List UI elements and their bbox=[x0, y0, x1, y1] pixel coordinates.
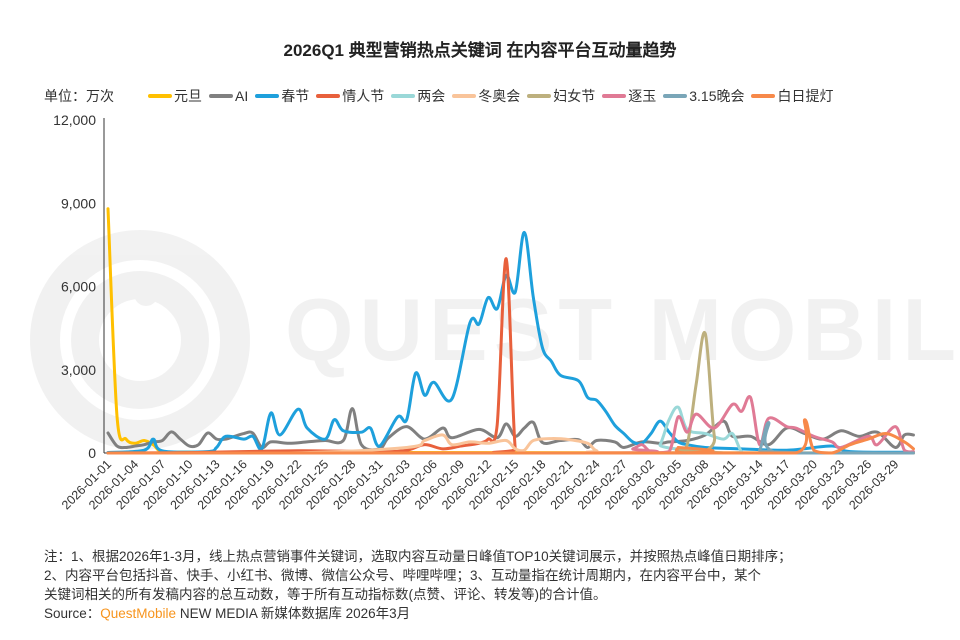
source-prefix: Source： bbox=[44, 606, 101, 621]
y-tick-label: 3,000 bbox=[61, 362, 96, 378]
series-line-冬奥会 bbox=[106, 433, 915, 455]
legend-swatch bbox=[452, 94, 477, 98]
footnotes: 注：1、根据2026年1-3月，线上热点营销事件关键词，选取内容互动量日峰值TO… bbox=[44, 547, 944, 623]
y-tick-label: 9,000 bbox=[61, 195, 96, 211]
legend-item: 冬奥会 bbox=[452, 86, 520, 106]
legend-item: 3.15晚会 bbox=[663, 86, 744, 106]
source-line: Source：QuestMobile NEW MEDIA 新媒体数据库 2026… bbox=[44, 604, 944, 623]
legend-label: AI bbox=[235, 88, 249, 104]
legend-item: 白日提灯 bbox=[751, 86, 833, 106]
series-line-春节 bbox=[106, 230, 915, 454]
legend: 元旦 AI 春节 情人节 两会 冬奥会 妇女节 逐玉 3.15晚会 白日提灯 bbox=[148, 86, 840, 106]
legend-item: 情人节 bbox=[316, 86, 384, 106]
source-rest: NEW MEDIA 新媒体数据库 2026年3月 bbox=[176, 606, 411, 621]
y-tick-label: 6,000 bbox=[61, 279, 96, 295]
y-tick-label: 12,000 bbox=[53, 112, 96, 128]
legend-swatch bbox=[255, 94, 280, 98]
legend-label: 妇女节 bbox=[553, 88, 596, 104]
line-chart: QUEST MOBILE03,0006,0009,00012,0002026-0… bbox=[30, 112, 960, 512]
legend-item: 元旦 bbox=[148, 86, 202, 106]
legend-label: 3.15晚会 bbox=[689, 88, 745, 104]
note-line-2: 2、内容平台包括抖音、快手、小红书、微博、微信公众号、哔哩哔哩；3、互动量指在统… bbox=[44, 568, 762, 583]
note-line-1: 注：1、根据2026年1-3月，线上热点营销事件关键词，选取内容互动量日峰值TO… bbox=[44, 549, 792, 564]
legend-item: 逐玉 bbox=[602, 86, 656, 106]
legend-swatch bbox=[316, 94, 341, 98]
legend-swatch bbox=[148, 94, 172, 98]
legend-item: 妇女节 bbox=[527, 86, 595, 106]
unit-label: 单位：万次 bbox=[44, 88, 114, 104]
legend-label: 两会 bbox=[417, 88, 446, 104]
legend-swatch bbox=[751, 94, 776, 98]
legend-label: 白日提灯 bbox=[777, 88, 834, 104]
series-line-逐玉 bbox=[106, 394, 915, 455]
legend-swatch bbox=[602, 94, 627, 98]
legend-label: 冬奥会 bbox=[478, 88, 521, 104]
legend-item: 春节 bbox=[255, 86, 309, 106]
legend-swatch bbox=[209, 94, 233, 98]
legend-label: 逐玉 bbox=[628, 88, 657, 104]
source-brand: QuestMobile bbox=[100, 606, 177, 621]
watermark-logo bbox=[30, 230, 250, 450]
y-tick-label: 0 bbox=[88, 445, 96, 461]
legend-item: 两会 bbox=[391, 86, 445, 106]
chart-title: 2026Q1 典型营销热点关键词 在内容平台互动量趋势 bbox=[283, 41, 677, 60]
series-line-AI bbox=[106, 407, 915, 452]
legend-swatch bbox=[527, 94, 552, 98]
legend-item: AI bbox=[209, 86, 248, 106]
series-line-白日提灯 bbox=[106, 418, 915, 455]
watermark-text: QUEST MOBILE bbox=[285, 280, 960, 379]
legend-swatch bbox=[663, 94, 688, 98]
note-line-3: 关键词相关的所有发稿内容的总互动数，等于所有互动指标数(点赞、评论、转发等)的合… bbox=[44, 587, 607, 602]
legend-label: 情人节 bbox=[342, 88, 385, 104]
legend-label: 春节 bbox=[281, 88, 310, 104]
legend-label: 元旦 bbox=[174, 88, 202, 104]
legend-swatch bbox=[391, 94, 416, 98]
